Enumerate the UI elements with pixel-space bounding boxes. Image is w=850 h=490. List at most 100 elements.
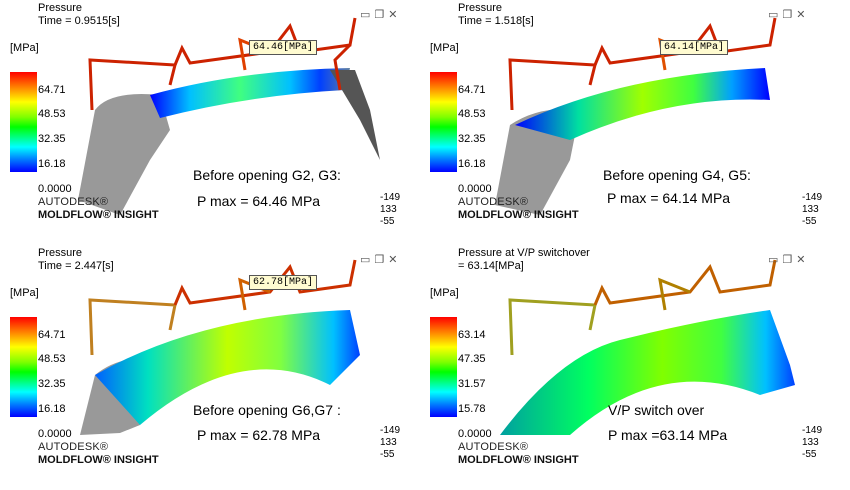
result-title: Pressure Time = 2.447[s] — [38, 247, 114, 273]
part-model-view[interactable] — [420, 0, 840, 240]
runner-line — [593, 17, 777, 66]
legend-tick: 64.71 — [458, 84, 486, 96]
minimize-icon[interactable]: ▭ — [360, 9, 375, 21]
axis-y-value: 133 — [380, 437, 397, 448]
color-legend-bar — [430, 317, 457, 417]
result-panel-4[interactable]: Pressure at V/P switchover = 63.14[MPa] … — [420, 245, 840, 485]
restore-icon[interactable]: ❐ — [374, 254, 389, 266]
unfilled-region — [78, 94, 170, 215]
legend-tick: 48.53 — [38, 108, 66, 120]
part-model-view[interactable] — [420, 245, 840, 485]
restore-icon[interactable]: ❐ — [782, 9, 797, 21]
unit-label: [MPa] — [430, 287, 459, 299]
window-controls: ▭❐✕ — [768, 8, 810, 21]
legend-tick: 0.0000 — [38, 428, 72, 440]
caption-text: Before opening G4, G5: — [603, 167, 751, 183]
moldflow-logo: MOLDFLOW® INSIGHT — [38, 454, 159, 466]
pressure-tooltip: 64.46[MPa] — [249, 40, 318, 55]
legend-tick: 16.18 — [458, 158, 486, 170]
pressure-tooltip: 64.14[MPa] — [660, 40, 729, 55]
color-legend-bar — [430, 72, 457, 172]
autodesk-logo: AUTODESK® — [458, 441, 529, 453]
window-controls: ▭❐✕ — [360, 253, 402, 266]
axis-triad: -149 133 -55 — [380, 425, 400, 461]
moldflow-logo: MOLDFLOW® INSIGHT — [458, 209, 579, 221]
result-time: Time = 1.518[s] — [458, 15, 534, 27]
result-title: Pressure Time = 1.518[s] — [458, 2, 534, 28]
legend-tick: 0.0000 — [458, 183, 492, 195]
result-title: Pressure Time = 0.9515[s] — [38, 2, 120, 28]
axis-triad: -149 133 -55 — [380, 192, 400, 228]
legend-tick: 63.14 — [458, 329, 486, 341]
result-name: Pressure — [38, 247, 83, 259]
pressure-tooltip: 62.78[MPa] — [249, 275, 318, 290]
pmax-text: P max = 64.14 MPa — [607, 190, 731, 206]
legend-tick: 31.57 — [458, 378, 486, 390]
runner-line — [508, 58, 597, 111]
color-legend-bar — [10, 317, 37, 417]
close-icon[interactable]: ✕ — [796, 254, 810, 266]
legend-tick: 32.35 — [38, 378, 66, 390]
result-panel-3[interactable]: Pressure Time = 2.447[s] [MPa] 64.71 48.… — [0, 245, 420, 485]
caption-text: Before opening G2, G3: — [193, 167, 341, 183]
result-time: Time = 0.9515[s] — [38, 15, 120, 27]
caption-text: V/P switch over — [608, 402, 705, 418]
color-legend-bar — [10, 72, 37, 172]
runner-line — [333, 43, 352, 91]
legend-tick: 0.0000 — [458, 428, 492, 440]
axis-x-value: -149 — [802, 192, 823, 203]
result-time: Time = 2.447[s] — [38, 260, 114, 272]
legend-tick: 48.53 — [38, 353, 66, 365]
result-panel-1[interactable]: Pressure Time = 0.9515[s] [MPa] 64.71 48… — [0, 0, 420, 240]
window-controls: ▭❐✕ — [768, 253, 810, 266]
close-icon[interactable]: ✕ — [796, 9, 810, 21]
window-controls: ▭❐✕ — [360, 8, 402, 21]
legend-tick: 48.53 — [458, 108, 486, 120]
runner-line — [88, 58, 177, 111]
legend-tick: 15.78 — [458, 403, 486, 415]
restore-icon[interactable]: ❐ — [782, 254, 797, 266]
axis-z-value: -55 — [802, 449, 817, 460]
runner-line — [593, 259, 777, 306]
flow-front-band — [150, 68, 350, 118]
close-icon[interactable]: ✕ — [388, 9, 402, 21]
pmax-text: P max = 64.46 MPa — [197, 193, 321, 209]
result-value: = 63.14[MPa] — [458, 260, 524, 272]
runner-line — [173, 17, 357, 66]
axis-z-value: -55 — [802, 216, 817, 227]
axis-y-value: 133 — [802, 204, 819, 215]
minimize-icon[interactable]: ▭ — [360, 254, 375, 266]
pmax-text: P max = 62.78 MPa — [197, 427, 321, 443]
axis-z-value: -55 — [380, 216, 395, 227]
pmax-text: P max =63.14 MPa — [608, 427, 728, 443]
legend-tick: 32.35 — [458, 133, 486, 145]
axis-x-value: -149 — [380, 192, 401, 203]
close-icon[interactable]: ✕ — [388, 254, 402, 266]
result-name: Pressure — [38, 2, 83, 14]
moldflow-logo: MOLDFLOW® INSIGHT — [38, 209, 159, 221]
legend-tick: 64.71 — [38, 84, 66, 96]
axis-triad: -149 133 -55 — [802, 425, 822, 461]
axis-y-value: 133 — [380, 204, 397, 215]
legend-tick: 0.0000 — [38, 183, 72, 195]
runner-line — [658, 277, 691, 311]
legend-tick: 47.35 — [458, 353, 486, 365]
flow-front-band — [515, 68, 770, 140]
filled-part — [500, 310, 795, 435]
runner-line — [508, 298, 597, 356]
flow-front-band — [95, 310, 360, 425]
axis-x-value: -149 — [802, 425, 823, 436]
minimize-icon[interactable]: ▭ — [768, 9, 783, 21]
legend-tick: 32.35 — [38, 133, 66, 145]
runner-line — [88, 298, 177, 356]
legend-tick: 16.18 — [38, 158, 66, 170]
restore-icon[interactable]: ❐ — [374, 9, 389, 21]
moldflow-logo: MOLDFLOW® INSIGHT — [458, 454, 579, 466]
minimize-icon[interactable]: ▭ — [768, 254, 783, 266]
result-panel-2[interactable]: Pressure Time = 1.518[s] [MPa] 64.71 48.… — [420, 0, 840, 240]
unit-label: [MPa] — [10, 42, 39, 54]
axis-z-value: -55 — [380, 449, 395, 460]
autodesk-logo: AUTODESK® — [38, 441, 109, 453]
unfilled-end — [330, 70, 380, 160]
caption-text: Before opening G6,G7 : — [193, 402, 341, 418]
